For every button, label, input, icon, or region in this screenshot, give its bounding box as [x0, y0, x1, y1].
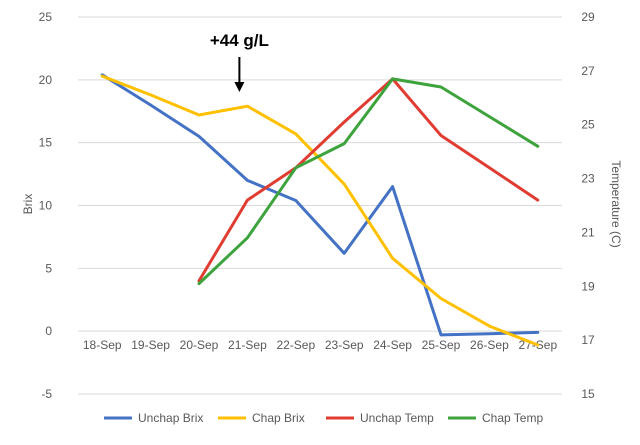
series-line-unchap-brix	[100, 73, 540, 337]
x-tick-label: 19-Sep	[131, 338, 170, 352]
right-axis-ticks: 15 17 19 21 23 25 27 29	[581, 10, 595, 401]
legend: Unchap Brix Chap Brix Unchap Temp Chap Temp	[104, 411, 543, 425]
series-line-unchap-temp	[197, 77, 540, 283]
left-tick-label: 20	[39, 73, 53, 87]
legend-label: Unchap Temp	[360, 411, 434, 425]
left-axis-title: Brix	[21, 194, 35, 215]
right-axis-title: Temperature (C)	[609, 160, 623, 247]
gridlines	[78, 16, 562, 395]
right-tick-label: 15	[581, 387, 595, 401]
annotation-text: +44 g/L	[210, 31, 269, 50]
left-tick-label: -5	[41, 387, 52, 401]
legend-item-chap-temp: Chap Temp	[448, 411, 543, 425]
series-lines	[100, 73, 540, 347]
series-line-chap-brix	[100, 74, 540, 347]
legend-item-unchap-brix: Unchap Brix	[104, 411, 203, 425]
right-tick-label: 29	[581, 10, 595, 24]
right-tick-label: 27	[581, 64, 595, 78]
left-tick-label: 5	[45, 261, 52, 275]
right-tick-label: 19	[581, 279, 595, 293]
right-tick-label: 23	[581, 172, 595, 186]
annotation: +44 g/L	[210, 31, 269, 92]
x-tick-label: 22-Sep	[276, 338, 315, 352]
left-tick-label: 25	[39, 10, 53, 24]
x-axis-ticks: 18-Sep 19-Sep 20-Sep 21-Sep 22-Sep 23-Sep 24-S…	[83, 338, 558, 352]
legend-item-unchap-temp: Unchap Temp	[326, 411, 434, 425]
right-tick-label: 25	[581, 118, 595, 132]
legend-label: Unchap Brix	[138, 411, 203, 425]
x-tick-label: 24-Sep	[373, 338, 412, 352]
left-tick-label: 10	[39, 199, 53, 213]
x-tick-label: 21-Sep	[228, 338, 267, 352]
legend-label: Chap Brix	[252, 411, 305, 425]
left-tick-label: 0	[45, 324, 52, 338]
x-tick-label: 25-Sep	[422, 338, 461, 352]
x-tick-label: 26-Sep	[470, 338, 509, 352]
x-tick-label: 18-Sep	[83, 338, 122, 352]
right-tick-label: 17	[581, 333, 595, 347]
x-tick-label: 23-Sep	[325, 338, 364, 352]
annotation-arrow-head	[234, 82, 245, 92]
left-tick-label: 15	[39, 136, 53, 150]
legend-item-chap-brix: Chap Brix	[218, 411, 305, 425]
legend-label: Chap Temp	[482, 411, 543, 425]
x-tick-label: 20-Sep	[180, 338, 219, 352]
right-tick-label: 21	[581, 225, 595, 239]
left-axis-ticks: -5 0 5 10 15 20 25	[39, 10, 53, 401]
series-line-chap-temp	[197, 77, 540, 286]
